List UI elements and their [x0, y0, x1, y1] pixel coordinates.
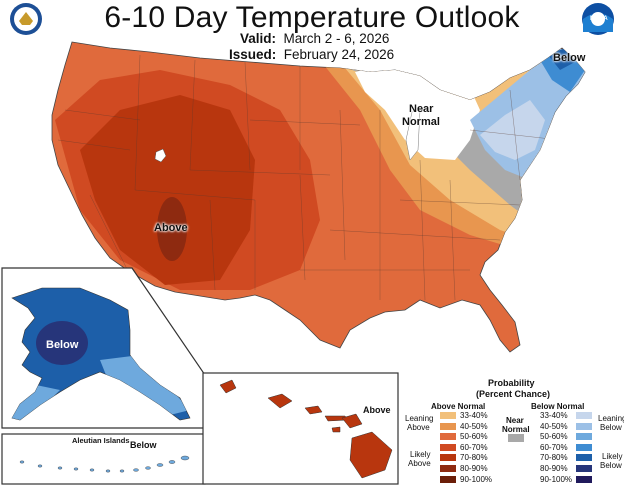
- valid-label: Valid:: [240, 31, 277, 46]
- noaa-logo: [582, 3, 614, 35]
- legend-below-range: 50-60%: [540, 432, 568, 442]
- valid-value: March 2 - 6, 2026: [283, 31, 390, 46]
- legend-leaning-above-1: Leaning: [405, 414, 434, 423]
- label-above-conus: Above: [154, 222, 188, 234]
- legend-below-range: 33-40%: [540, 411, 568, 420]
- legend-above-swatch: [440, 475, 456, 483]
- legend-near-swatch: [508, 434, 524, 442]
- label-normal: Normal: [402, 116, 440, 128]
- legend-title-1: Probability: [488, 378, 535, 388]
- legend-above-swatch: [440, 433, 456, 441]
- legend-above-swatch: [440, 422, 456, 430]
- legend-above-range: 33-40%: [460, 411, 488, 420]
- legend-above-swatch: [440, 412, 456, 419]
- label-below-aleutian: Below: [130, 440, 157, 450]
- legend-likely-above-1: Likely: [410, 450, 431, 459]
- legend-above-swatch: [440, 465, 456, 472]
- legend-likely-above-2: Above: [408, 459, 431, 468]
- legend-above-swatch: [440, 454, 456, 462]
- legend-above-range: 90-100%: [460, 474, 493, 484]
- legend-below-swatch: [576, 475, 592, 483]
- legend-likely-below-2: Below: [600, 461, 622, 470]
- legend-below-swatch: [576, 454, 592, 462]
- label-below-northeast: Below: [553, 52, 586, 64]
- legend-near-line2: Normal: [502, 425, 530, 434]
- legend-likely-below-1: Likely: [602, 452, 623, 461]
- legend-below-swatch: [576, 433, 592, 441]
- label-below-alaska: Below: [46, 339, 79, 351]
- label-near: Near: [409, 103, 434, 115]
- legend-below-swatch: [576, 465, 592, 472]
- department-of-commerce-seal: [10, 3, 42, 35]
- legend-above-range: 70-80%: [460, 453, 488, 463]
- legend-leaning-below-2: Below: [600, 423, 622, 432]
- legend-leaning-above-2: Above: [407, 423, 430, 432]
- legend-above-range: 60-70%: [460, 442, 488, 452]
- legend-below-header: Below Normal: [531, 402, 585, 411]
- legend-above-range: 50-60%: [460, 432, 488, 442]
- legend-below-range: 80-90%: [540, 464, 568, 473]
- legend-above-range: 80-90%: [460, 464, 488, 473]
- legend-below-range: 70-80%: [540, 453, 568, 463]
- legend-below-range: 60-70%: [540, 442, 568, 452]
- legend-below-swatch: [576, 443, 592, 451]
- label-above-hawaii: Above: [363, 405, 391, 415]
- legend-above-range: 40-50%: [460, 421, 488, 431]
- issued-value: February 24, 2026: [283, 47, 395, 62]
- legend-below-swatch: [576, 412, 592, 419]
- legend-below-swatch: [576, 422, 592, 430]
- label-aleutian-islands: Aleutian Islands: [72, 436, 130, 445]
- issued-label: Issued:: [229, 47, 277, 62]
- issued-line: Issued: February 24, 2026: [229, 47, 394, 62]
- page-title: 6-10 Day Temperature Outlook: [104, 1, 520, 34]
- legend-above-swatch: [440, 443, 456, 451]
- legend-near-line1: Near: [506, 416, 524, 425]
- noaa-logo-text: NOAA: [590, 16, 608, 22]
- legend-below-range: 90-100%: [540, 474, 573, 484]
- legend-above-header: Above Normal: [431, 402, 486, 411]
- legend-below-range: 40-50%: [540, 421, 568, 431]
- valid-line: Valid: March 2 - 6, 2026: [240, 31, 389, 46]
- legend-leaning-below-1: Leaning: [598, 414, 624, 423]
- legend-title-2: (Percent Chance): [476, 389, 551, 399]
